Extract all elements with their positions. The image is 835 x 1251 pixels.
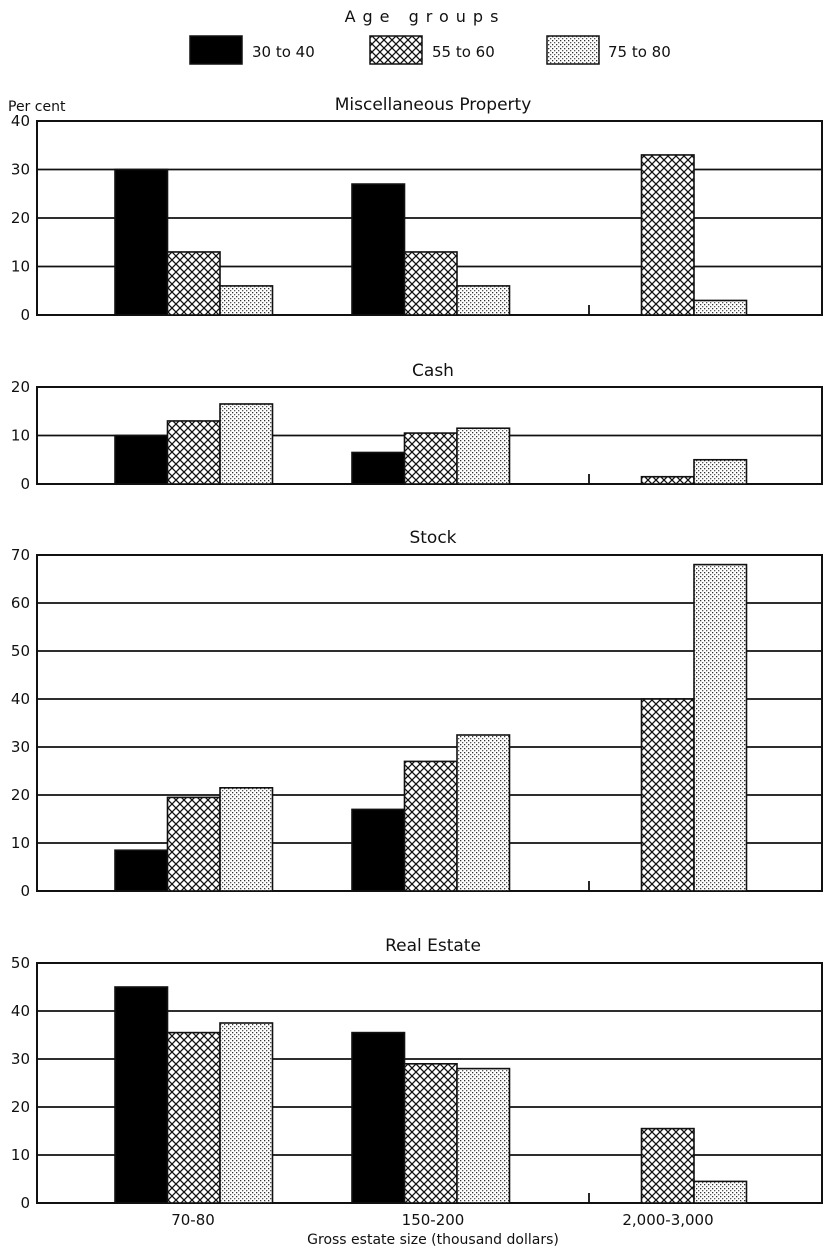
- legend-label-55-to-60: 55 to 60: [432, 43, 495, 61]
- panel-real-estate: Real Estate 0 10 20 30 40 50 70-80 150-200 2,000-…: [11, 936, 823, 1229]
- y-tick-label: 50: [11, 642, 30, 660]
- y-tick-label: 0: [20, 1194, 30, 1212]
- legend-item-30-to-40: 30 to 40: [189, 35, 315, 65]
- x-tick-label: 150-200: [402, 1211, 465, 1229]
- bar-75-to-80-150-200: [456, 427, 511, 485]
- y-tick-label: 20: [11, 378, 30, 396]
- legend-label-30-to-40: 30 to 40: [252, 43, 315, 61]
- x-tick-label: 70-80: [171, 1211, 215, 1229]
- bar-75-to-80-2-000-3-000: [693, 563, 748, 892]
- x-tick-label: 2,000-3,000: [622, 1211, 713, 1229]
- bar-30-to-40-70-80: [114, 986, 169, 1204]
- bar-75-to-80-70-80: [219, 786, 274, 892]
- bar-30-to-40-70-80: [114, 849, 169, 892]
- y-tick-label: 20: [11, 786, 30, 804]
- bar-55-to-60-2-000-3-000: [640, 475, 695, 485]
- y-tick-label: 60: [11, 594, 30, 612]
- bar-75-to-80-2-000-3-000: [693, 458, 748, 485]
- y-tick-label: 30: [11, 738, 30, 756]
- bar-30-to-40-150-200: [351, 451, 406, 485]
- y-tick-label: 0: [20, 882, 30, 900]
- panel-cash: Cash 0 10 20: [11, 361, 823, 493]
- bar-30-to-40-150-200: [351, 1031, 406, 1204]
- y-tick-label: 0: [20, 475, 30, 493]
- bar-30-to-40-70-80: [114, 434, 169, 485]
- bar-75-to-80-150-200: [456, 285, 511, 316]
- panel-title: Cash: [412, 361, 454, 381]
- y-tick-label: 50: [11, 954, 30, 972]
- bar-55-to-60-70-80: [166, 251, 221, 316]
- bar-55-to-60-70-80: [166, 1031, 221, 1204]
- bar-75-to-80-2-000-3-000: [693, 299, 748, 316]
- legend: Age groups 30 to 40 55 to 60 75 to 80: [189, 7, 671, 65]
- legend-title: Age groups: [345, 7, 506, 26]
- bar-55-to-60-150-200: [403, 251, 458, 316]
- legend-swatch-55-to-60: [369, 35, 423, 65]
- legend-swatch-30-to-40: [189, 35, 243, 65]
- bar-75-to-80-70-80: [219, 285, 274, 316]
- y-tick-label: 40: [11, 112, 30, 130]
- bar-30-to-40-150-200: [351, 183, 406, 316]
- bar-55-to-60-70-80: [166, 420, 221, 485]
- y-tick-label: 40: [11, 1002, 30, 1020]
- x-axis-label: Gross estate size (thousand dollars): [307, 1232, 559, 1248]
- bar-55-to-60-70-80: [166, 796, 221, 892]
- panel-title: Miscellaneous Property: [335, 95, 532, 115]
- y-tick-label: 20: [11, 1098, 30, 1116]
- bar-75-to-80-150-200: [456, 734, 511, 892]
- bar-30-to-40-150-200: [351, 808, 406, 892]
- bar-55-to-60-2-000-3-000: [640, 698, 695, 892]
- panel-title: Real Estate: [385, 936, 481, 956]
- y-tick-label: 10: [11, 258, 30, 276]
- bar-55-to-60-2-000-3-000: [640, 1127, 695, 1204]
- panel-miscellaneous-property: Miscellaneous Property 0 10 20 30 40: [11, 95, 823, 324]
- bar-55-to-60-2-000-3-000: [640, 154, 695, 316]
- bar-55-to-60-150-200: [403, 432, 458, 485]
- bar-75-to-80-2-000-3-000: [693, 1180, 748, 1204]
- legend-item-75-to-80: 75 to 80: [546, 35, 671, 65]
- bar-30-to-40-70-80: [114, 168, 169, 316]
- bar-75-to-80-150-200: [456, 1067, 511, 1204]
- panel-stock: Stock 0 10 20 30 40 50 60 70: [11, 528, 823, 900]
- legend-label-75-to-80: 75 to 80: [608, 43, 671, 61]
- y-tick-label: 70: [11, 546, 30, 564]
- y-tick-label: 0: [20, 306, 30, 324]
- legend-item-55-to-60: 55 to 60: [369, 35, 495, 65]
- y-tick-label: 20: [11, 209, 30, 227]
- chart-panels: Miscellaneous Property 0 10 20 30 40 Cash 0 10 20…: [11, 95, 823, 1229]
- bar-75-to-80-70-80: [219, 403, 274, 485]
- y-tick-label: 10: [11, 1146, 30, 1164]
- bar-55-to-60-150-200: [403, 760, 458, 892]
- bar-55-to-60-150-200: [403, 1063, 458, 1204]
- y-tick-label: 40: [11, 690, 30, 708]
- bar-75-to-80-70-80: [219, 1022, 274, 1204]
- y-tick-label: 10: [11, 427, 30, 445]
- legend-swatch-75-to-80: [546, 35, 600, 65]
- y-tick-label: 10: [11, 834, 30, 852]
- panel-title: Stock: [409, 528, 456, 548]
- y-tick-label: 30: [11, 161, 30, 179]
- y-unit-label: Per cent: [8, 99, 66, 115]
- y-tick-label: 30: [11, 1050, 30, 1068]
